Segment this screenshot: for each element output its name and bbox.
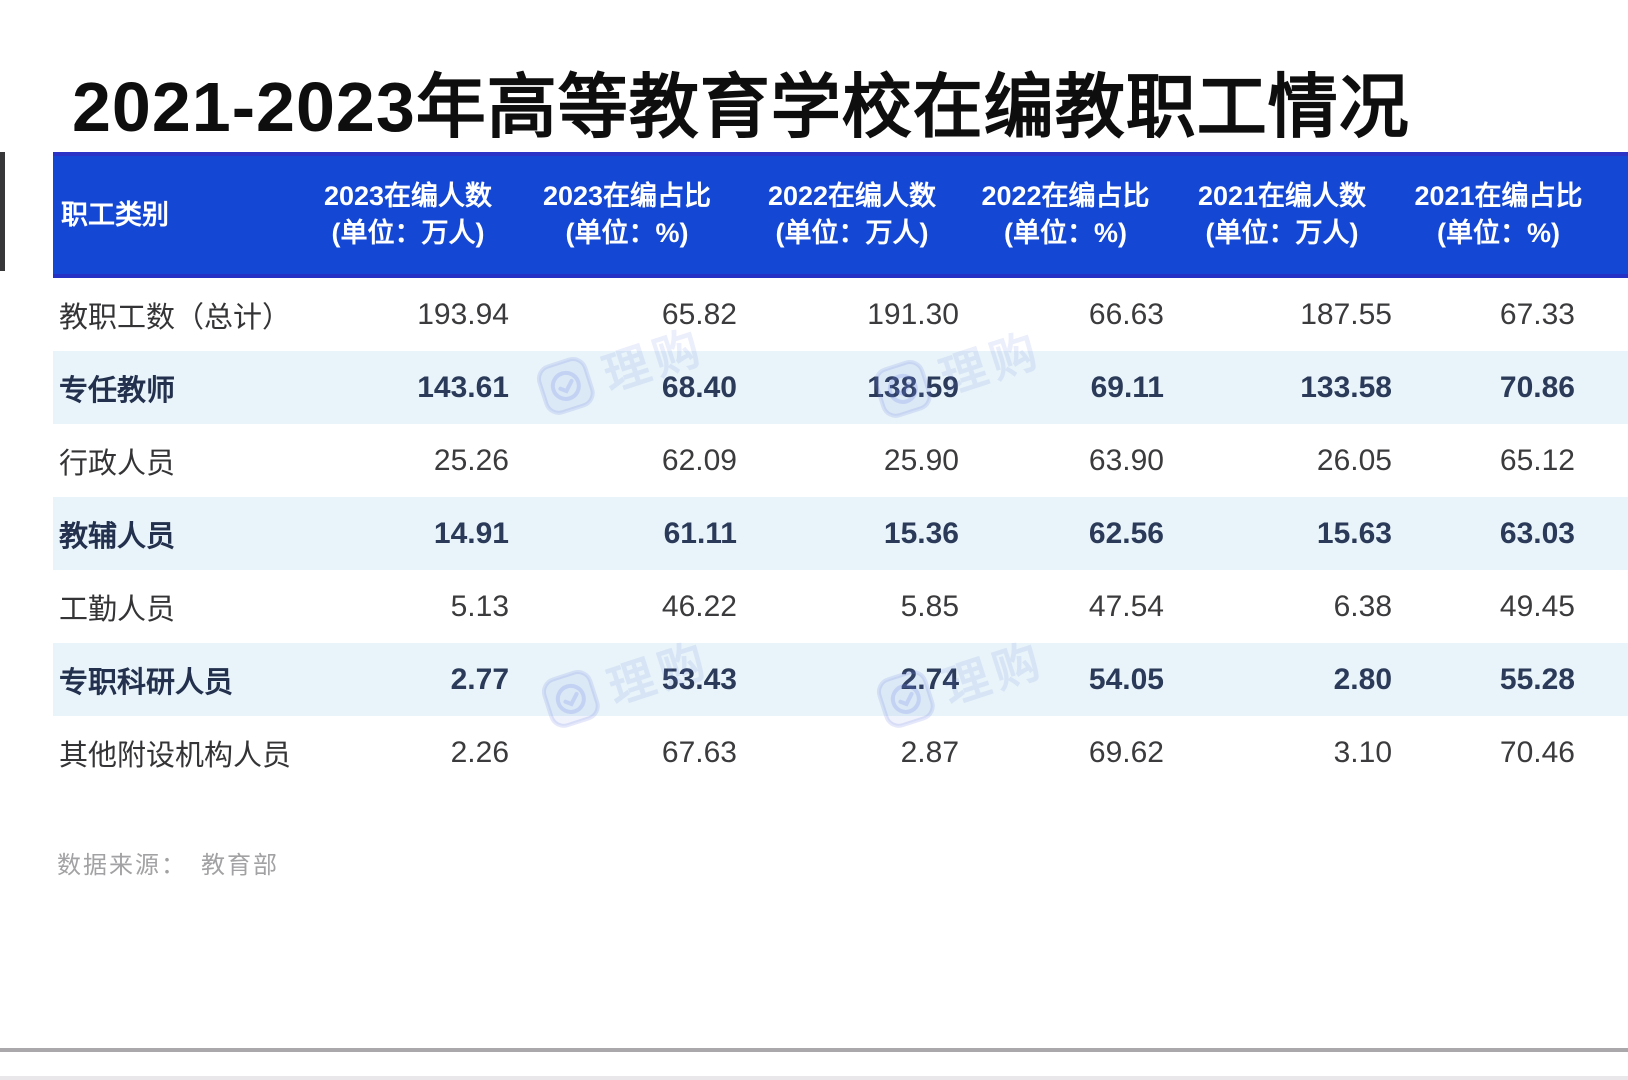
column-header-2022-count: 2022在编人数 (单位：万人): [741, 152, 963, 278]
cell-value: 49.45: [1396, 570, 1628, 643]
cell-value: 47.54: [963, 570, 1168, 643]
page-title: 2021-2023年高等教育学校在编教职工情况: [72, 67, 1410, 146]
cell-value: 62.09: [513, 424, 741, 497]
cell-value: 69.11: [963, 351, 1168, 424]
cell-value: 15.36: [741, 497, 963, 570]
left-edge-fragment: [0, 152, 5, 271]
column-header-2022-ratio: 2022在编占比 (单位：%): [963, 152, 1168, 278]
cell-value: 55.28: [1396, 643, 1628, 716]
cell-value: 187.55: [1168, 276, 1396, 351]
column-header-label: 2022在编人数: [767, 181, 937, 211]
cell-value: 62.56: [963, 497, 1168, 570]
column-header-label: 2022在编占比: [981, 181, 1150, 211]
column-header-label: 职工类别: [61, 199, 169, 230]
cell-value: 2.74: [741, 643, 963, 716]
column-header-2021-ratio: 2021在编占比 (单位：%): [1396, 152, 1628, 278]
cell-value: 67.63: [513, 716, 741, 789]
cell-value: 69.62: [963, 716, 1168, 789]
cell-value: 63.90: [963, 424, 1168, 497]
cell-value: 68.40: [513, 351, 741, 424]
table-row: 其他附设机构人员 2.26 67.63 2.87 69.62 3.10 70.4…: [53, 716, 1628, 789]
staff-statistics-table: 职工类别 2023在编人数 (单位：万人) 2023在编占比 (单位：%) 2022…: [53, 152, 1628, 789]
column-header-unit: (单位：万人): [775, 218, 929, 248]
table-row: 工勤人员 5.13 46.22 5.85 47.54 6.38 49.45: [53, 570, 1628, 643]
column-header-unit: (单位：万人): [1205, 218, 1359, 248]
cell-value: 143.61: [303, 351, 513, 424]
row-category: 工勤人员: [53, 570, 303, 643]
table-row: 专职科研人员 2.77 53.43 2.74 54.05 2.80 55.28: [53, 643, 1628, 716]
cell-value: 133.58: [1168, 351, 1396, 424]
table-header-row: 职工类别 2023在编人数 (单位：万人) 2023在编占比 (单位：%) 2022…: [53, 152, 1628, 278]
cell-value: 5.85: [741, 570, 963, 643]
column-header-label: 2023在编人数: [323, 181, 493, 211]
cell-value: 26.05: [1168, 424, 1396, 497]
cell-value: 5.13: [303, 570, 513, 643]
table-row: 专任教师 143.61 68.40 138.59 69.11 133.58 70…: [53, 351, 1628, 424]
data-source: 数据来源： 教育部: [57, 845, 279, 880]
column-header-2023-count: 2023在编人数 (单位：万人): [303, 152, 513, 278]
cell-value: 193.94: [303, 276, 513, 351]
cell-value: 3.10: [1168, 716, 1396, 789]
table-row: 行政人员 25.26 62.09 25.90 63.90 26.05 65.12: [53, 424, 1628, 497]
cell-value: 2.77: [303, 643, 513, 716]
table-row: 教职工数（总计） 193.94 65.82 191.30 66.63 187.5…: [53, 276, 1628, 351]
cell-value: 61.11: [513, 497, 741, 570]
cell-value: 67.33: [1396, 276, 1628, 351]
cell-value: 65.12: [1396, 424, 1628, 497]
data-source-label: 数据来源：: [57, 852, 187, 879]
cell-value: 2.87: [741, 716, 963, 789]
cell-value: 70.46: [1396, 716, 1628, 789]
column-header-unit: (单位：%): [1437, 218, 1560, 248]
cell-value: 25.90: [741, 424, 963, 497]
data-source-value: 教育部: [201, 852, 279, 879]
cell-value: 25.26: [303, 424, 513, 497]
bottom-divider: [0, 1048, 1628, 1052]
cell-value: 6.38: [1168, 570, 1396, 643]
column-header-label: 2021在编人数: [1197, 181, 1367, 211]
column-header-label: 2021在编占比: [1414, 181, 1583, 211]
cell-value: 15.63: [1168, 497, 1396, 570]
column-header-2021-count: 2021在编人数 (单位：万人): [1168, 152, 1396, 278]
cell-value: 65.82: [513, 276, 741, 351]
column-header-category: 职工类别: [53, 152, 303, 278]
row-category: 教辅人员: [53, 497, 303, 570]
table-row: 教辅人员 14.91 61.11 15.36 62.56 15.63 63.03: [53, 497, 1628, 570]
column-header-2023-ratio: 2023在编占比 (单位：%): [513, 152, 741, 278]
cell-value: 138.59: [741, 351, 963, 424]
cell-value: 2.26: [303, 716, 513, 789]
column-header-unit: (单位：万人): [331, 218, 485, 248]
cell-value: 70.86: [1396, 351, 1628, 424]
cell-value: 191.30: [741, 276, 963, 351]
column-header-unit: (单位：%): [1004, 218, 1127, 248]
table-header: 职工类别 2023在编人数 (单位：万人) 2023在编占比 (单位：%) 2022…: [53, 152, 1628, 278]
column-header-unit: (单位：%): [565, 218, 689, 248]
cell-value: 2.80: [1168, 643, 1396, 716]
row-category: 行政人员: [53, 424, 303, 497]
cell-value: 46.22: [513, 570, 741, 643]
cell-value: 53.43: [513, 643, 741, 716]
row-category: 专任教师: [53, 351, 303, 424]
cell-value: 54.05: [963, 643, 1168, 716]
cell-value: 66.63: [963, 276, 1168, 351]
column-header-label: 2023在编占比: [542, 181, 712, 211]
cell-value: 63.03: [1396, 497, 1628, 570]
bottom-edge-strip: [0, 1076, 1628, 1080]
cell-value: 14.91: [303, 497, 513, 570]
row-category: 专职科研人员: [53, 643, 303, 716]
row-category: 其他附设机构人员: [53, 716, 303, 789]
row-category: 教职工数（总计）: [53, 276, 303, 351]
